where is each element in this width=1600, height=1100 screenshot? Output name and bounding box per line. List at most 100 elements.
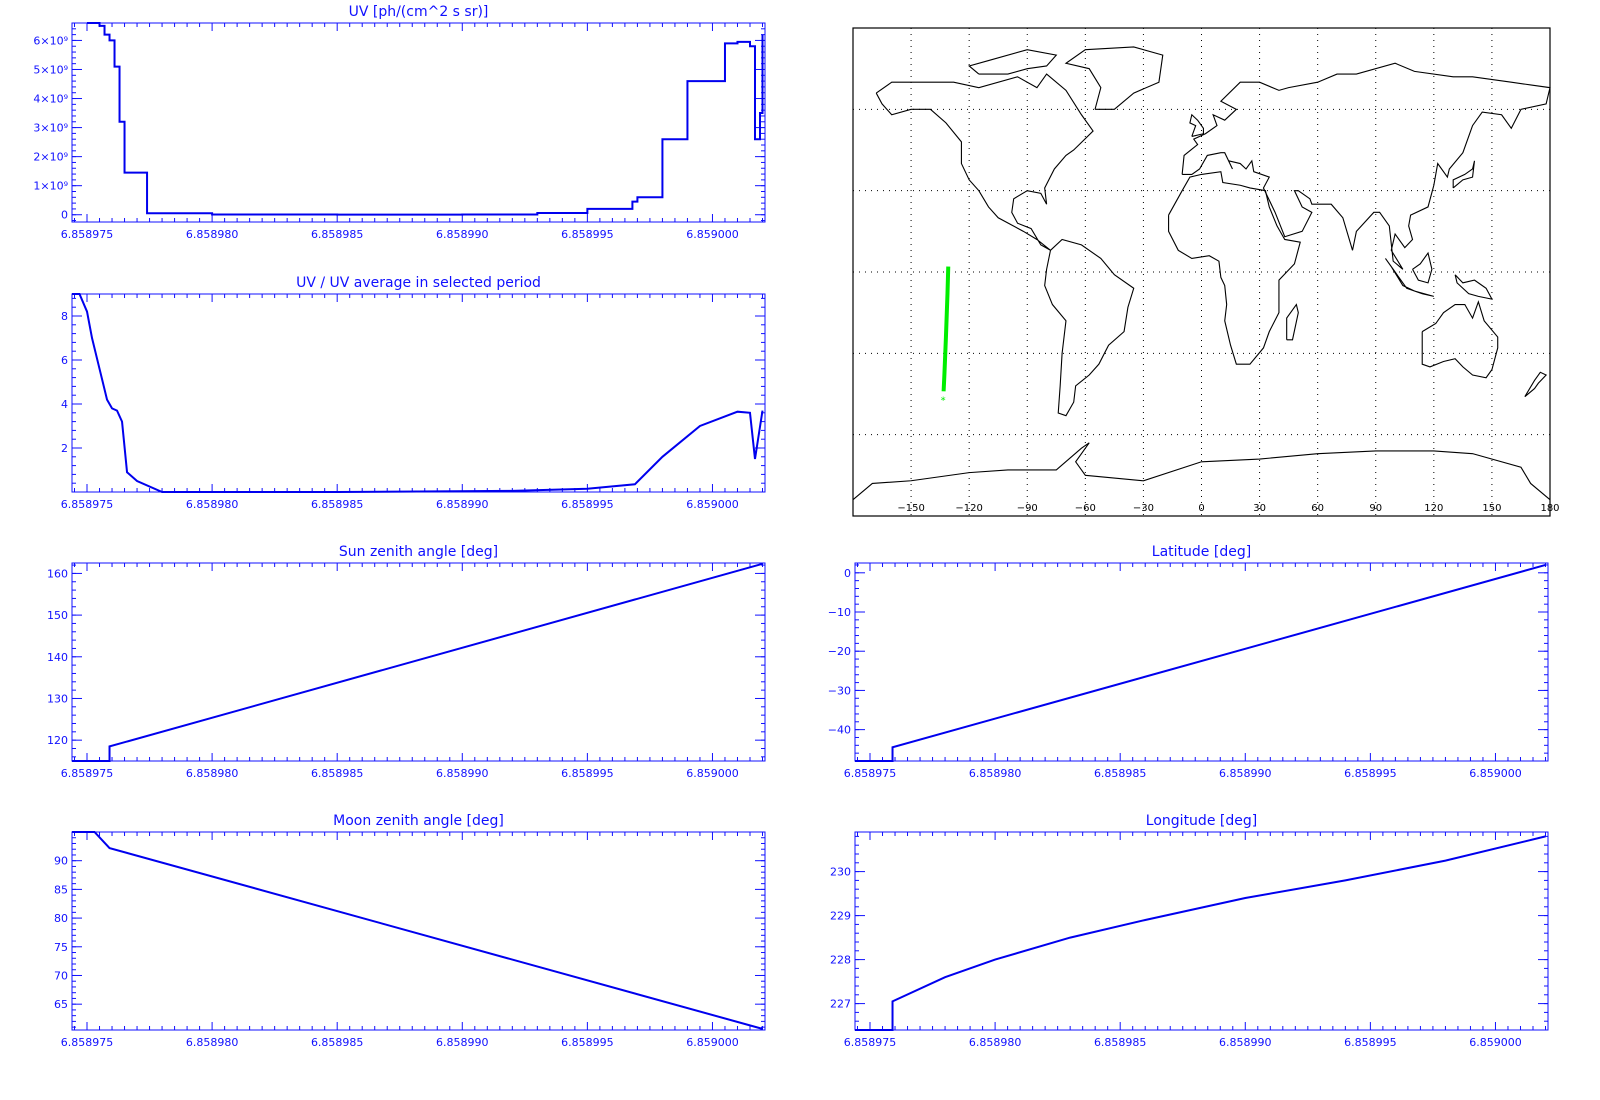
y-tick-label: −20 [828,645,851,658]
x-tick-label: 6.858985 [311,228,364,241]
eurasia-outline [1181,62,1551,270]
x-tick-label: 6.858990 [436,767,489,780]
x-tick-label: 6.859000 [686,767,739,780]
x-tick-label: 6.859000 [1469,767,1522,780]
x-tick-label: 6.858990 [1219,767,1272,780]
australia-outline [1421,300,1499,379]
map-lon-label: −60 [1075,503,1096,514]
borneo-outline [1412,251,1433,284]
sun-zenith-chart: Sun zenith angle [deg] 6.858975 6.858980 6.… [47,544,766,780]
y-tick-label: 229 [830,910,851,923]
satellite-track [941,266,951,392]
plot-frame [71,22,766,223]
greenland-outline [1064,46,1164,110]
y-tick-label: 227 [830,998,851,1011]
y-tick-label: −30 [828,684,851,697]
uv-ratio-chart: UV / UV average in selected period 6.8589… [61,275,766,511]
map-lon-label: −150 [897,503,924,514]
chart-title: Latitude [deg] [1152,544,1251,560]
x-tick-label: 6.858975 [844,767,897,780]
y-tick-label: 130 [47,692,68,705]
chart-title: Longitude [deg] [1146,813,1257,829]
north-america-outline [875,73,1094,251]
map-lon-label: −120 [955,503,982,514]
y-tick-label: 1×10⁹ [33,180,68,193]
chart-title: UV [ph/(cm^2 s sr)] [349,4,489,20]
y-tick-label: 140 [47,651,68,664]
x-tick-label: 6.858995 [1344,1036,1397,1049]
y-tick-label: 85 [54,883,68,896]
y-tick-label: 230 [830,866,851,879]
y-tick-label: 0 [61,209,68,222]
madagascar-outline [1286,303,1299,341]
plot-frame [854,562,1549,762]
series-line [72,562,763,762]
map-lon-label: 180 [1540,503,1559,514]
series-line [855,563,1546,762]
y-tick-label: −10 [828,606,851,619]
map-lon-label: −90 [1017,503,1038,514]
y-tick-label: 2×10⁹ [33,151,68,164]
y-tick-label: 228 [830,954,851,967]
plot-frame [854,831,1549,1031]
y-tick-label: 80 [54,912,68,925]
y-tick-label: 3×10⁹ [33,122,68,135]
x-tick-label: 6.859000 [686,228,739,241]
x-tick-label: 6.858975 [844,1036,897,1049]
antarctica-outline [852,442,1551,501]
chart-title: Moon zenith angle [deg] [333,813,504,829]
x-tick-label: 6.858975 [61,228,114,241]
y-tick-label: −40 [828,724,851,737]
plot-frame [71,562,766,762]
y-tick-label: 2 [61,442,68,455]
x-tick-label: 6.858995 [561,498,614,511]
indonesia-outline [1384,258,1434,297]
x-tick-label: 6.858995 [1344,767,1397,780]
y-tick-label: 65 [54,998,68,1011]
x-tick-label: 6.858990 [436,1036,489,1049]
newguinea-outline [1454,274,1493,300]
y-tick-label: 8 [61,310,68,323]
y-tick-label: 150 [47,609,68,622]
map-lon-label: 60 [1311,503,1324,514]
x-tick-label: 6.858975 [61,498,114,511]
x-tick-label: 6.858975 [61,767,114,780]
map-lon-label: 90 [1369,503,1382,514]
x-tick-label: 6.858980 [186,498,239,511]
x-tick-label: 6.858990 [436,498,489,511]
y-tick-label: 6 [61,354,68,367]
series-line [72,831,763,1030]
x-tick-label: 6.858995 [561,228,614,241]
x-tick-label: 6.858980 [969,767,1022,780]
x-tick-label: 6.858980 [186,1036,239,1049]
x-tick-label: 6.858990 [436,228,489,241]
x-tick-label: 6.858985 [311,1036,364,1049]
x-tick-label: 6.858975 [61,1036,114,1049]
longitude-chart: Longitude [deg] 6.858975 6.858980 6.858985 6… [830,813,1549,1049]
x-tick-label: 6.859000 [1469,1036,1522,1049]
plot-frame [71,831,766,1031]
map-lon-label: 150 [1482,503,1501,514]
y-tick-label: 6×10⁹ [33,34,68,47]
chart-title: Sun zenith angle [deg] [339,544,498,560]
x-tick-label: 6.858985 [311,498,364,511]
latitude-chart: Latitude [deg] 6.858975 6.858980 6.858985 6.… [828,544,1549,780]
arctic-islands-outline [968,49,1058,75]
x-tick-label: 6.859000 [686,1036,739,1049]
series-line [87,22,764,216]
map-lon-label: 30 [1253,503,1266,514]
uv-chart: UV [ph/(cm^2 s sr)] 6.858975 6.858980 6.858… [33,4,766,241]
x-tick-label: 6.858985 [311,767,364,780]
world-map-panel: −150 −120 −90 −60 −30 0 30 60 90 120 150 180 * [852,27,1560,517]
africa-outline [1168,171,1301,365]
y-tick-label: 4×10⁹ [33,93,68,106]
y-tick-label: 5×10⁹ [33,63,68,76]
series-line [72,293,764,493]
greatbritain-outline [1189,113,1204,137]
newzealand-outline [1524,371,1548,398]
y-tick-label: 4 [61,398,68,411]
y-tick-label: 75 [54,941,68,954]
y-tick-label: 160 [47,567,68,580]
series-line [855,835,1546,1031]
